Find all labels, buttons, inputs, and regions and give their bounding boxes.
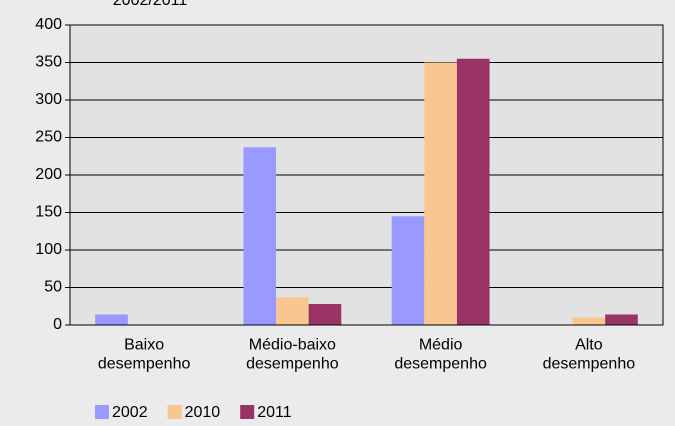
legend-label: 2002 [112, 404, 148, 421]
chart-title: 2002/2011 [113, 0, 188, 9]
y-tick-label: 250 [35, 129, 62, 146]
legend-swatch [95, 405, 109, 419]
bar [95, 314, 128, 325]
y-tick-label: 150 [35, 204, 62, 221]
x-tick-label: Médio desempenho [394, 337, 487, 373]
y-tick-label: 100 [35, 241, 62, 258]
y-tick-label: 50 [44, 279, 62, 296]
bar [391, 216, 425, 325]
y-tick-label: 400 [35, 16, 62, 33]
bar [424, 62, 457, 325]
bar [276, 297, 309, 325]
x-tick-label: Médio-baixo desempenho [246, 337, 339, 373]
legend-label: 2010 [185, 404, 221, 421]
plot-frame [69, 24, 664, 326]
x-tick-label: Alto desempenho [543, 337, 636, 373]
legend-swatch [240, 405, 255, 419]
y-tick-label: 0 [53, 316, 62, 333]
bar [456, 58, 490, 325]
legend-swatch [167, 405, 182, 419]
y-tick-label: 200 [35, 166, 62, 183]
y-tick-label: 300 [35, 91, 62, 108]
y-tick-label: 350 [35, 54, 62, 71]
bar [572, 317, 606, 325]
legend-label: 2011 [257, 404, 292, 421]
bar [308, 304, 342, 325]
x-tick-label: Baixo desempenho [98, 337, 191, 373]
bar [243, 147, 277, 325]
bar [605, 314, 638, 325]
